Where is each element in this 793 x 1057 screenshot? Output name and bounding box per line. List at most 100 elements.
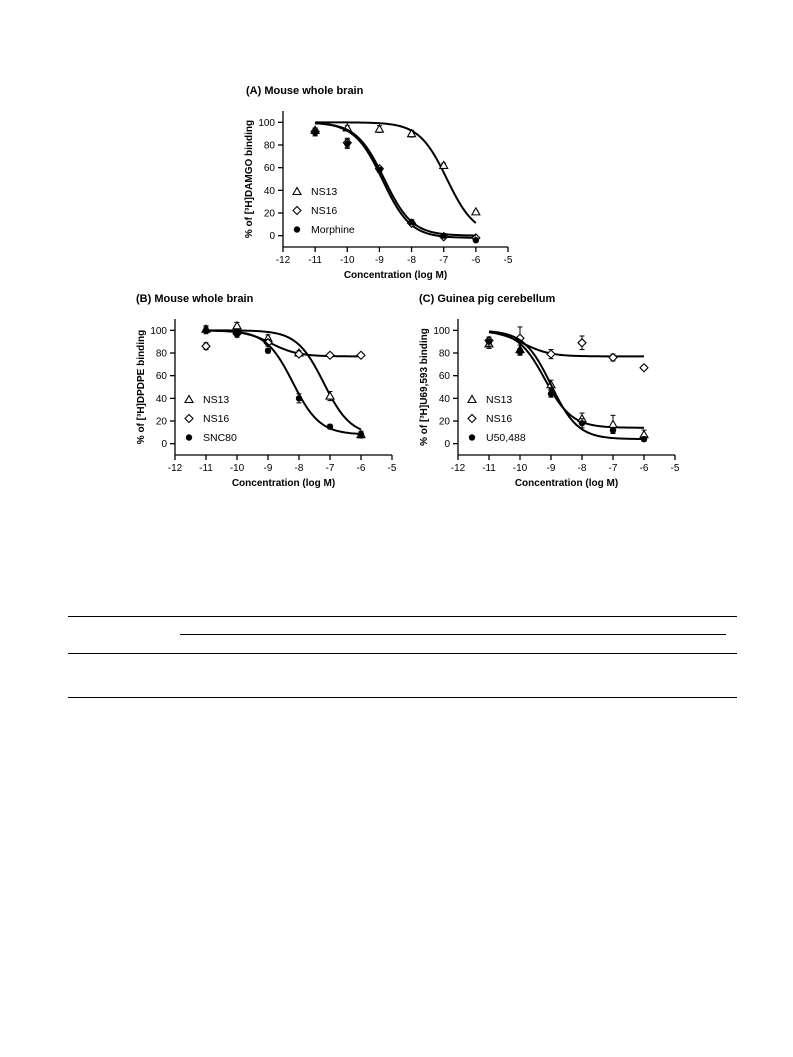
data-point-circle [295,395,303,402]
data-point-circle [376,166,383,174]
table-top-rule [68,616,737,617]
x-tick-label: -12 [168,463,183,474]
x-tick-label: -10 [513,463,528,474]
legend-label: NS13 [203,394,229,406]
chart-b-mouse-brain-dpdpe: (B) Mouse whole brain 0 20 40 60 80 100 -12 -11 -… [136,293,397,489]
data-point-circle [547,390,555,397]
x-tick-label: -5 [671,463,680,474]
x-tick-label: -8 [295,463,304,474]
data-point-circle [344,140,351,148]
fit-curve-u50-488 [488,330,645,441]
y-tick-label: 80 [439,349,451,360]
chart-title: (B) Mouse whole brain [136,293,254,305]
data-point-triangle [325,390,335,400]
x-tick-label: -8 [578,463,587,474]
y-tick-label: 100 [433,326,450,337]
data-point-triangle [608,419,618,428]
x-tick-label: -5 [388,463,397,474]
legend-label: NS16 [486,413,512,425]
data-point-diamond [577,338,587,348]
data-point-triangle [438,160,449,169]
x-tick-label: -10 [340,255,355,266]
data-point-diamond [546,349,556,359]
data-point-circle [408,218,415,226]
y-tick-label: 0 [161,439,167,450]
x-tick-label: -6 [357,463,366,474]
data-point-triangle [406,128,417,138]
x-tick-label: -5 [504,255,513,266]
data-point-triangle [232,320,242,330]
x-tick-label: -10 [230,463,245,474]
fit-curve-ns16 [488,331,644,358]
legend-marker-triangle [184,394,194,404]
y-tick-label: 60 [156,371,168,382]
legend-marker-circle [185,434,193,441]
x-tick-label: -7 [439,255,448,266]
data-point-diamond [201,341,211,351]
legend-label: NS13 [311,186,337,198]
y-tick-label: 60 [439,371,451,382]
y-tick-label: 20 [439,417,451,428]
legend-label: NS16 [311,205,337,217]
y-tick-label: 40 [264,186,276,197]
data-point-triangle [470,206,481,216]
chart-c-guinea-pig-u69593: (C) Guinea pig cerebellum 0 20 40 60 80 100 -12… [419,293,680,489]
legend-label: NS13 [486,394,512,406]
y-tick-label: 20 [264,209,276,220]
x-tick-label: -11 [199,463,213,474]
legend-label: Morphine [311,224,355,236]
x-tick-label: -6 [640,463,649,474]
chart-a-mouse-brain-damgo: (A) Mouse whole brain 0 20 40 60 80 100 -12 -11 -… [244,85,513,281]
x-tick-label: -11 [482,463,496,474]
legend-marker-circle [293,226,301,233]
fit-curve-ns13 [315,121,477,224]
chart-title: (A) Mouse whole brain [246,85,364,97]
data-point-circle [440,232,447,239]
y-tick-label: 0 [444,439,450,450]
y-tick-label: 20 [156,417,168,428]
y-tick-label: 80 [156,349,168,360]
legend-marker-triangle [467,394,477,404]
legend-marker-diamond [467,413,477,424]
data-point-circle [578,420,586,427]
data-point-diamond [608,352,618,363]
y-axis-label: % of [³H]DPDPE binding [136,330,147,444]
x-tick-label: -9 [264,463,273,474]
data-point-diamond [515,333,525,344]
legend-marker-diamond [292,205,302,216]
y-tick-label: 0 [269,231,275,242]
data-point-triangle [374,124,385,133]
x-tick-label: -7 [326,463,335,474]
fit-curve-morphine [315,122,476,237]
x-tick-label: -9 [547,463,556,474]
data-point-circle [311,129,319,136]
x-tick-label: -12 [451,463,466,474]
fit-curve-ns16 [315,122,476,239]
data-point-diamond [294,349,304,359]
y-tick-label: 40 [439,394,451,405]
y-tick-label: 100 [258,118,275,129]
data-point-diamond [356,350,366,361]
y-axis-label: % of [³H]DAMGO binding [244,120,255,238]
data-point-circle [472,237,480,244]
data-point-diamond [639,362,649,373]
legend-marker-triangle [292,186,302,196]
data-point-circle [609,426,617,434]
y-tick-label: 100 [150,326,167,337]
table-bottom-rule [68,697,737,698]
y-tick-label: 40 [156,394,168,405]
legend-marker-diamond [184,413,194,424]
x-axis-label: Concentration (log M) [344,270,447,281]
table-header-bottom-rule [68,653,737,654]
x-tick-label: -11 [308,255,322,266]
data-point-circle [516,348,524,356]
data-point-diamond [325,350,335,361]
legend-label: NS16 [203,413,229,425]
data-point-circle [485,338,493,345]
legend-label: SNC80 [203,432,237,444]
x-tick-label: -6 [471,255,480,266]
x-tick-label: -7 [609,463,618,474]
legend-label: U50,488 [486,432,526,444]
y-tick-label: 80 [264,141,276,152]
x-axis-label: Concentration (log M) [515,478,618,489]
